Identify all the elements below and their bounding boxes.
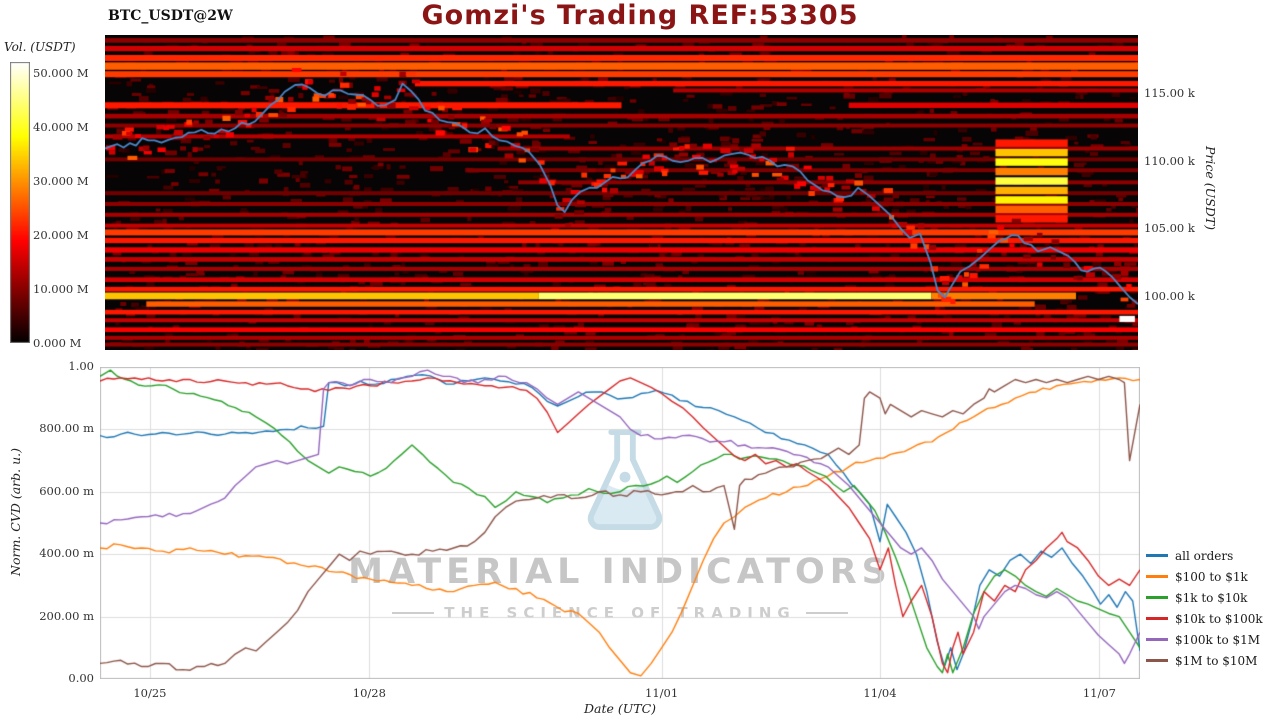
cvd-y-tick: 600.00 m bbox=[39, 483, 94, 498]
colorbar-tick: 50.000 M bbox=[33, 65, 89, 80]
legend-swatch bbox=[1146, 638, 1168, 641]
cvd-y-tick: 200.00 m bbox=[39, 608, 94, 623]
cvd-y-tick: 400.00 m bbox=[39, 546, 94, 561]
cvd-y-tick: 1.00 bbox=[68, 359, 94, 373]
legend-item: $1k to $10k bbox=[1146, 587, 1263, 608]
cvd-canvas bbox=[100, 367, 1140, 679]
legend-item: $100 to $1k bbox=[1146, 566, 1263, 587]
symbol-label: BTC_USDT@2W bbox=[108, 8, 233, 24]
colorbar-tick: 10.000 M bbox=[33, 281, 89, 296]
legend: all orders $100 to $1k $1k to $10k $10k to … bbox=[1146, 545, 1263, 671]
cvd-x-tick: 11/07 bbox=[1082, 686, 1117, 700]
legend-item: $1M to $10M bbox=[1146, 650, 1263, 671]
colorbar-tick: 0.000 M bbox=[33, 336, 82, 350]
cvd-x-tick: 11/04 bbox=[863, 686, 897, 700]
legend-swatch bbox=[1146, 596, 1168, 599]
price-tick: 115.00 k bbox=[1144, 86, 1195, 101]
legend-item: all orders bbox=[1146, 545, 1263, 566]
price-axis-label: Price (USDT) bbox=[1203, 146, 1218, 230]
legend-label: $10k to $100k bbox=[1175, 611, 1263, 626]
legend-swatch bbox=[1146, 617, 1168, 620]
cvd-x-tick: 11/01 bbox=[645, 686, 679, 700]
legend-label: all orders bbox=[1175, 548, 1234, 563]
page-title: Gomzi's Trading REF:53305 bbox=[421, 0, 859, 31]
colorbar-canvas bbox=[10, 62, 30, 343]
legend-label: $100 to $1k bbox=[1175, 569, 1248, 584]
cvd-x-tick: 10/28 bbox=[352, 686, 386, 700]
cvd-y-axis-label: Norm. CVD (arb. u.) bbox=[8, 448, 23, 576]
legend-swatch bbox=[1146, 554, 1168, 557]
legend-swatch bbox=[1146, 659, 1168, 662]
cvd-x-tick: 10/25 bbox=[133, 686, 167, 700]
heatmap-canvas bbox=[105, 35, 1138, 350]
legend-item: $100k to $1M bbox=[1146, 629, 1263, 650]
colorbar-tick: 40.000 M bbox=[33, 119, 89, 134]
legend-label: $1k to $10k bbox=[1175, 590, 1248, 605]
cvd-y-tick: 800.00 m bbox=[39, 421, 94, 436]
colorbar-tick: 30.000 M bbox=[33, 173, 89, 188]
legend-item: $10k to $100k bbox=[1146, 608, 1263, 629]
cvd-y-tick: 0.00 bbox=[68, 671, 94, 685]
legend-swatch bbox=[1146, 575, 1168, 578]
legend-label: $1M to $10M bbox=[1175, 653, 1258, 668]
x-axis-label: Date (UTC) bbox=[583, 701, 657, 716]
colorbar-axis-label: Vol. (USDT) bbox=[4, 40, 76, 54]
legend-label: $100k to $1M bbox=[1175, 632, 1261, 647]
price-tick: 105.00 k bbox=[1144, 221, 1195, 236]
colorbar-tick: 20.000 M bbox=[33, 227, 89, 242]
price-tick: 110.00 k bbox=[1144, 153, 1195, 168]
price-tick: 100.00 k bbox=[1144, 288, 1195, 303]
